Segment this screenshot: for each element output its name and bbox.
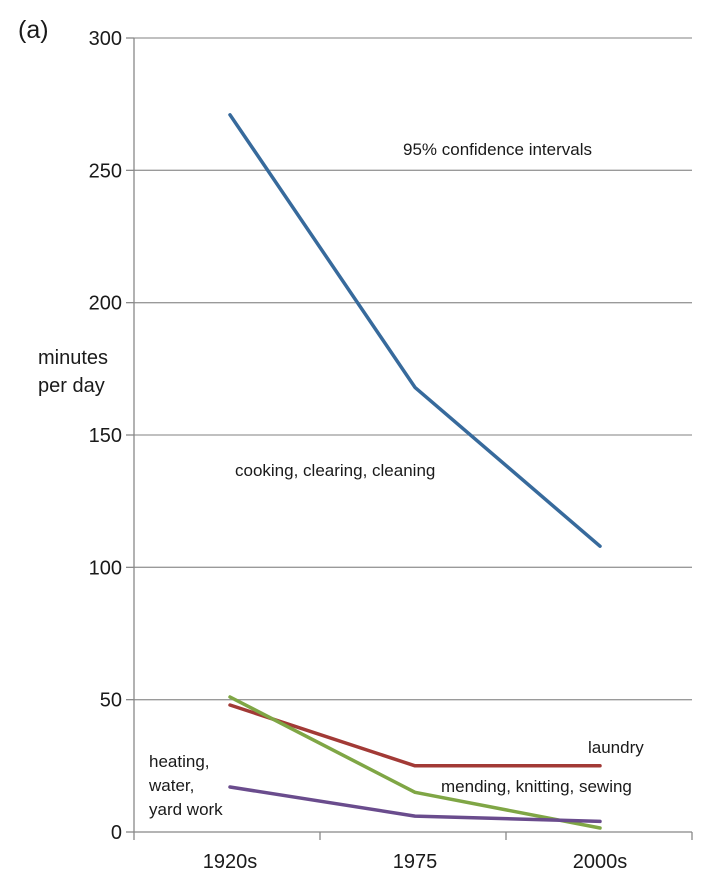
series-line-3 [228, 785, 602, 824]
series-line-0 [228, 113, 602, 548]
x-tick-label-1975: 1975 [393, 851, 438, 873]
series-line-2 [228, 695, 602, 830]
y-axis-label-line-2: per day [38, 375, 105, 397]
y-tick-label-250: 250 [89, 160, 122, 182]
axes [126, 37, 693, 840]
y-axis-label-line-1: minutes [38, 347, 109, 369]
y-tick-labels: 0 50 100 150 200 250 300 [89, 28, 122, 844]
panel-label: (a) [18, 16, 49, 44]
annotation-heating-line-2: water, [148, 776, 194, 795]
y-tick-label-50: 50 [100, 690, 122, 712]
y-tick-label-200: 200 [89, 293, 122, 315]
annotation-confidence-intervals: 95% confidence intervals [403, 140, 592, 159]
y-tick-label-0: 0 [111, 822, 122, 844]
y-tick-label-300: 300 [89, 28, 122, 50]
annotation-mending: mending, knitting, sewing [441, 777, 632, 796]
annotations: 95% confidence intervals cooking, cleari… [148, 140, 644, 819]
y-tick-label-100: 100 [89, 557, 122, 579]
series-lines [228, 113, 602, 830]
grid-lines [134, 37, 692, 701]
annotation-heating-line-1: heating, [149, 752, 210, 771]
x-tick-label-1920s: 1920s [203, 851, 258, 873]
annotation-cooking: cooking, clearing, cleaning [235, 461, 435, 480]
annotation-laundry: laundry [588, 738, 644, 757]
x-tick-labels: 1920s 1975 2000s [203, 851, 628, 873]
series-line-1 [228, 703, 602, 768]
x-tick-label-2000s: 2000s [573, 851, 628, 873]
y-axis-label: minutes per day [38, 344, 108, 400]
annotation-heating-line-3: yard work [149, 800, 223, 819]
y-tick-label-150: 150 [89, 425, 122, 447]
